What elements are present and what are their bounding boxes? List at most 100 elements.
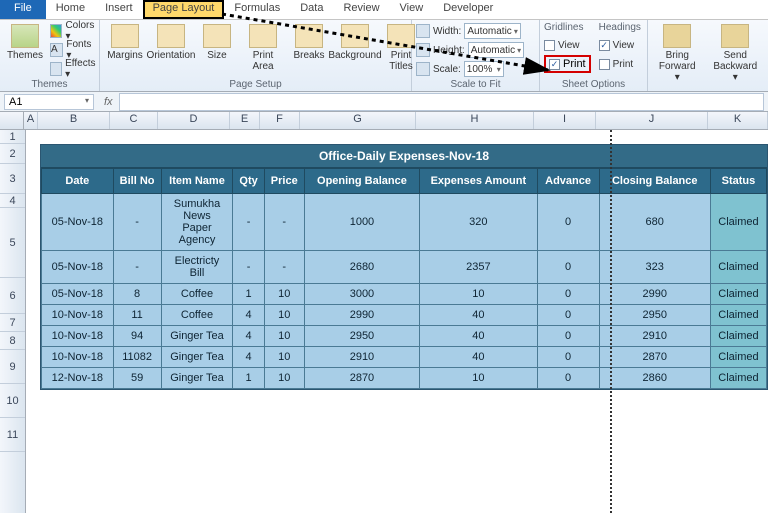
table-cell[interactable]: 3000 bbox=[304, 284, 419, 305]
col-header-B[interactable]: B bbox=[38, 112, 110, 129]
bring-forward-button[interactable]: Bring Forward ▾ bbox=[652, 22, 703, 85]
table-cell[interactable]: Claimed bbox=[710, 326, 766, 347]
table-cell[interactable]: 2680 bbox=[304, 251, 419, 284]
table-cell[interactable]: 10 bbox=[264, 347, 304, 368]
table-cell[interactable]: 10 bbox=[264, 326, 304, 347]
fx-icon[interactable]: fx bbox=[98, 96, 119, 108]
table-cell[interactable]: 40 bbox=[420, 347, 537, 368]
table-cell[interactable]: Claimed bbox=[710, 251, 766, 284]
headings-print-check[interactable]: Print bbox=[599, 55, 641, 73]
size-button[interactable]: Size bbox=[196, 22, 238, 63]
table-cell[interactable]: Ginger Tea bbox=[161, 347, 233, 368]
table-cell[interactable]: 12-Nov-18 bbox=[42, 368, 114, 389]
table-cell[interactable]: 59 bbox=[113, 368, 161, 389]
table-cell[interactable]: - bbox=[264, 194, 304, 251]
table-cell[interactable]: 323 bbox=[599, 251, 710, 284]
table-cell[interactable]: Coffee bbox=[161, 305, 233, 326]
scale-spinner[interactable]: 100% bbox=[464, 61, 504, 77]
cells-area[interactable]: Office-Daily Expenses-Nov-18 DateBill No… bbox=[26, 130, 768, 513]
table-cell[interactable]: 0 bbox=[537, 251, 599, 284]
fonts-button[interactable]: AFonts ▾ bbox=[50, 41, 97, 59]
tab-view[interactable]: View bbox=[390, 0, 434, 19]
row-header-11[interactable]: 11 bbox=[0, 418, 25, 452]
table-cell[interactable]: 2870 bbox=[304, 368, 419, 389]
col-header-J[interactable]: J bbox=[596, 112, 708, 129]
select-all-corner[interactable] bbox=[0, 112, 24, 129]
table-cell[interactable]: 40 bbox=[420, 326, 537, 347]
row-header-10[interactable]: 10 bbox=[0, 384, 25, 418]
table-cell[interactable]: 2860 bbox=[599, 368, 710, 389]
table-cell[interactable]: 10 bbox=[420, 284, 537, 305]
table-cell[interactable]: 10-Nov-18 bbox=[42, 326, 114, 347]
tab-data[interactable]: Data bbox=[290, 0, 333, 19]
table-cell[interactable]: Claimed bbox=[710, 368, 766, 389]
table-cell[interactable]: 11082 bbox=[113, 347, 161, 368]
table-cell[interactable]: 2990 bbox=[599, 284, 710, 305]
table-cell[interactable]: 05-Nov-18 bbox=[42, 284, 114, 305]
table-cell[interactable]: 94 bbox=[113, 326, 161, 347]
table-cell[interactable]: 11 bbox=[113, 305, 161, 326]
table-cell[interactable]: Ginger Tea bbox=[161, 326, 233, 347]
row-header-4[interactable]: 4 bbox=[0, 194, 25, 208]
table-cell[interactable]: 4 bbox=[233, 305, 264, 326]
gridlines-print-check[interactable]: Print bbox=[544, 55, 591, 73]
table-cell[interactable]: 10-Nov-18 bbox=[42, 347, 114, 368]
table-cell[interactable]: 4 bbox=[233, 326, 264, 347]
print-area-button[interactable]: Print Area bbox=[242, 22, 284, 74]
table-cell[interactable]: 10 bbox=[264, 368, 304, 389]
table-cell[interactable]: 10-Nov-18 bbox=[42, 305, 114, 326]
table-cell[interactable]: Claimed bbox=[710, 284, 766, 305]
table-cell[interactable]: 8 bbox=[113, 284, 161, 305]
tab-home[interactable]: Home bbox=[46, 0, 95, 19]
row-header-3[interactable]: 3 bbox=[0, 164, 25, 194]
col-header-A[interactable]: A bbox=[24, 112, 38, 129]
colors-button[interactable]: Colors ▾ bbox=[50, 22, 97, 40]
table-cell[interactable]: 320 bbox=[420, 194, 537, 251]
row-header-8[interactable]: 8 bbox=[0, 332, 25, 350]
table-cell[interactable]: 10 bbox=[264, 305, 304, 326]
col-header-E[interactable]: E bbox=[230, 112, 260, 129]
effects-button[interactable]: Effects ▾ bbox=[50, 60, 97, 78]
table-cell[interactable]: 2990 bbox=[304, 305, 419, 326]
table-cell[interactable]: 1 bbox=[233, 284, 264, 305]
table-cell[interactable]: 0 bbox=[537, 284, 599, 305]
col-header-D[interactable]: D bbox=[158, 112, 230, 129]
table-cell[interactable]: 0 bbox=[537, 368, 599, 389]
table-cell[interactable]: - bbox=[264, 251, 304, 284]
row-header-9[interactable]: 9 bbox=[0, 350, 25, 384]
tab-developer[interactable]: Developer bbox=[433, 0, 503, 19]
tab-page-layout[interactable]: Page Layout bbox=[143, 0, 225, 19]
row-header-6[interactable]: 6 bbox=[0, 278, 25, 314]
height-dropdown[interactable]: Automatic bbox=[468, 42, 524, 58]
tab-insert[interactable]: Insert bbox=[95, 0, 143, 19]
table-cell[interactable]: Ginger Tea bbox=[161, 368, 233, 389]
table-cell[interactable]: - bbox=[113, 251, 161, 284]
table-cell[interactable]: 40 bbox=[420, 305, 537, 326]
table-cell[interactable]: 680 bbox=[599, 194, 710, 251]
background-button[interactable]: Background bbox=[334, 22, 376, 63]
table-cell[interactable]: 05-Nov-18 bbox=[42, 194, 114, 251]
themes-button[interactable]: Themes bbox=[4, 22, 46, 63]
table-cell[interactable]: 2950 bbox=[304, 326, 419, 347]
orientation-button[interactable]: Orientation bbox=[150, 22, 192, 63]
table-cell[interactable]: 0 bbox=[537, 347, 599, 368]
table-cell[interactable]: Coffee bbox=[161, 284, 233, 305]
table-cell[interactable]: 4 bbox=[233, 347, 264, 368]
tab-review[interactable]: Review bbox=[333, 0, 389, 19]
row-header-5[interactable]: 5 bbox=[0, 208, 25, 278]
col-header-I[interactable]: I bbox=[534, 112, 596, 129]
table-cell[interactable]: Claimed bbox=[710, 194, 766, 251]
table-cell[interactable]: 10 bbox=[420, 368, 537, 389]
table-cell[interactable]: 2910 bbox=[304, 347, 419, 368]
name-box[interactable]: A1▾ bbox=[4, 94, 94, 110]
row-header-2[interactable]: 2 bbox=[0, 144, 25, 164]
table-cell[interactable]: 1 bbox=[233, 368, 264, 389]
headings-view-check[interactable]: View bbox=[599, 36, 641, 54]
col-header-F[interactable]: F bbox=[260, 112, 300, 129]
col-header-H[interactable]: H bbox=[416, 112, 534, 129]
table-cell[interactable]: Sumukha News Paper Agency bbox=[161, 194, 233, 251]
table-cell[interactable]: 05-Nov-18 bbox=[42, 251, 114, 284]
margins-button[interactable]: Margins bbox=[104, 22, 146, 63]
table-cell[interactable]: 2950 bbox=[599, 305, 710, 326]
table-cell[interactable]: 2870 bbox=[599, 347, 710, 368]
